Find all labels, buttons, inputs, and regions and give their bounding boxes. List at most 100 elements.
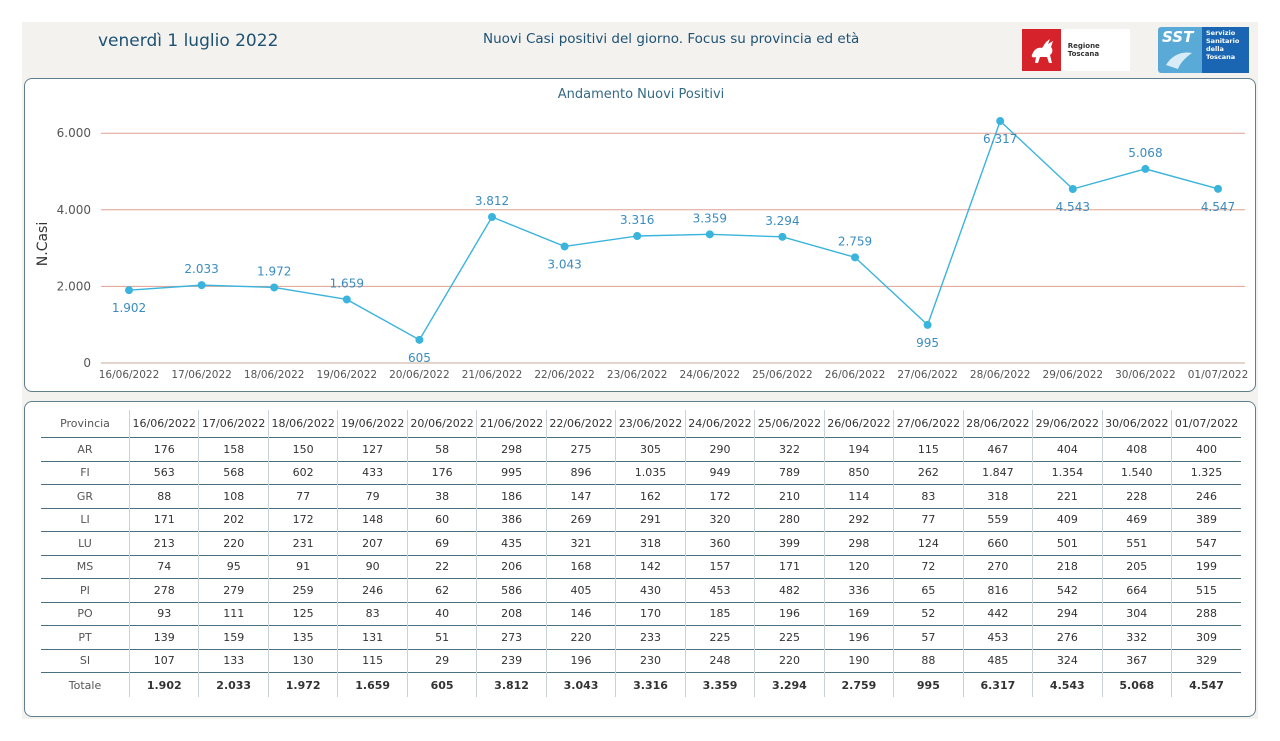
table-cell: 159 bbox=[198, 625, 269, 649]
x-tick-label: 20/06/2022 bbox=[389, 369, 450, 381]
data-label: 1.972 bbox=[257, 264, 291, 278]
table-cell: 292 bbox=[824, 507, 895, 532]
table-cell: 482 bbox=[754, 578, 825, 602]
x-tick-label: 01/07/2022 bbox=[1188, 369, 1249, 381]
data-label: 3.812 bbox=[475, 194, 509, 208]
table-cell: 202 bbox=[198, 507, 269, 532]
data-point bbox=[778, 232, 787, 241]
table-cell: 88 bbox=[893, 648, 964, 673]
table-cell: 196 bbox=[824, 625, 895, 649]
table-cell: 320 bbox=[685, 507, 756, 532]
table-cell: 1.540 bbox=[1102, 460, 1173, 485]
table-cell: 77 bbox=[893, 507, 964, 532]
table-cell: 58 bbox=[407, 437, 478, 461]
data-label: 2.033 bbox=[184, 262, 218, 276]
table-row: PO 93 111 125 83 40 208 146 170 185 196 169 52 442 294… bbox=[41, 601, 1241, 626]
table-cell: 453 bbox=[685, 578, 756, 602]
data-label: 4.547 bbox=[1201, 200, 1235, 214]
column-header-date: 17/06/2022 bbox=[198, 410, 269, 438]
table-cell: 563 bbox=[129, 460, 200, 485]
regione-toscana-logo: Regione Toscana bbox=[1022, 29, 1130, 71]
table-cell: 228 bbox=[1102, 484, 1173, 508]
table-cell: 270 bbox=[963, 554, 1034, 579]
table-cell: 318 bbox=[615, 531, 686, 555]
column-header-date: 20/06/2022 bbox=[407, 410, 478, 438]
table-cell: 107 bbox=[129, 648, 200, 673]
table-cell: 2.759 bbox=[824, 672, 895, 697]
table-cell: 399 bbox=[754, 531, 825, 555]
table-cell: 130 bbox=[268, 648, 339, 673]
table-cell: 131 bbox=[337, 625, 408, 649]
table-cell: 91 bbox=[268, 554, 339, 579]
table-cell: 233 bbox=[615, 625, 686, 649]
table-cell: 147 bbox=[546, 484, 617, 508]
table-cell: 194 bbox=[824, 437, 895, 461]
chart-panel: Andamento Nuovi Positivi 0 2.000 4.000 6.00… bbox=[24, 78, 1256, 392]
row-label: PO bbox=[41, 601, 130, 626]
column-header-date: 18/06/2022 bbox=[268, 410, 339, 438]
sst-mark: SST bbox=[1158, 27, 1202, 73]
table-cell: 231 bbox=[268, 531, 339, 555]
table-cell: 162 bbox=[615, 484, 686, 508]
data-label: 995 bbox=[916, 336, 939, 350]
row-label: GR bbox=[41, 484, 130, 508]
table-cell: 190 bbox=[824, 648, 895, 673]
table-cell: 400 bbox=[1171, 437, 1241, 461]
table-cell: 3.812 bbox=[476, 672, 547, 697]
table-cell: 139 bbox=[129, 625, 200, 649]
table-cell: 60 bbox=[407, 507, 478, 532]
table-cell: 213 bbox=[129, 531, 200, 555]
data-label: 1.902 bbox=[112, 301, 146, 315]
table-cell: 88 bbox=[129, 484, 200, 508]
table-cell: 262 bbox=[893, 460, 964, 485]
table-cell: 65 bbox=[893, 578, 964, 602]
table-cell: 4.543 bbox=[1032, 672, 1103, 697]
table-cell: 430 bbox=[615, 578, 686, 602]
table-row: FI 563 568 602 433 176 995 896 1.035 949 789 850 262… bbox=[41, 460, 1241, 485]
table-cell: 1.354 bbox=[1032, 460, 1103, 485]
table-cell: 501 bbox=[1032, 531, 1103, 555]
table-cell: 551 bbox=[1102, 531, 1173, 555]
y-tick-label: 4.000 bbox=[57, 203, 91, 217]
data-label: 3.316 bbox=[620, 213, 654, 227]
table-cell: 124 bbox=[893, 531, 964, 555]
table-cell: 199 bbox=[1171, 554, 1241, 579]
x-tick-label: 24/06/2022 bbox=[680, 369, 741, 381]
table-cell: 51 bbox=[407, 625, 478, 649]
x-tick-label: 18/06/2022 bbox=[244, 369, 305, 381]
column-header-provincia: Provincia bbox=[41, 410, 130, 438]
data-point bbox=[560, 242, 569, 251]
table-cell: 298 bbox=[824, 531, 895, 555]
table-cell: 324 bbox=[1032, 648, 1103, 673]
table-cell: 57 bbox=[893, 625, 964, 649]
table-cell: 133 bbox=[198, 648, 269, 673]
table-cell: 168 bbox=[546, 554, 617, 579]
data-label: 5.068 bbox=[1128, 146, 1162, 160]
table-cell: 336 bbox=[824, 578, 895, 602]
table-cell: 125 bbox=[268, 601, 339, 626]
table-cell: 559 bbox=[963, 507, 1034, 532]
table-cell: 176 bbox=[129, 437, 200, 461]
data-point bbox=[342, 295, 351, 304]
table-cell: 246 bbox=[1171, 484, 1241, 508]
row-label: SI bbox=[41, 648, 130, 673]
x-tick-label: 27/06/2022 bbox=[897, 369, 958, 381]
table-row: AR 176 158 150 127 58 298 275 305 290 322 194 115 467… bbox=[41, 437, 1241, 461]
table-cell: 896 bbox=[546, 460, 617, 485]
table-cell: 949 bbox=[685, 460, 756, 485]
table-cell: 40 bbox=[407, 601, 478, 626]
sst-mark-text: SST bbox=[1162, 28, 1194, 46]
table-cell: 433 bbox=[337, 460, 408, 485]
row-label: MS bbox=[41, 554, 130, 579]
table-cell: 62 bbox=[407, 578, 478, 602]
x-tick-label: 23/06/2022 bbox=[607, 369, 668, 381]
table-cell: 221 bbox=[1032, 484, 1103, 508]
column-header-date: 24/06/2022 bbox=[685, 410, 756, 438]
table-cell: 291 bbox=[615, 507, 686, 532]
table-cell: 158 bbox=[198, 437, 269, 461]
column-header-date: 28/06/2022 bbox=[963, 410, 1034, 438]
table-cell: 485 bbox=[963, 648, 1034, 673]
column-header-date: 26/06/2022 bbox=[824, 410, 895, 438]
pegasus-flag-icon bbox=[1022, 29, 1061, 71]
table-cell: 409 bbox=[1032, 507, 1103, 532]
